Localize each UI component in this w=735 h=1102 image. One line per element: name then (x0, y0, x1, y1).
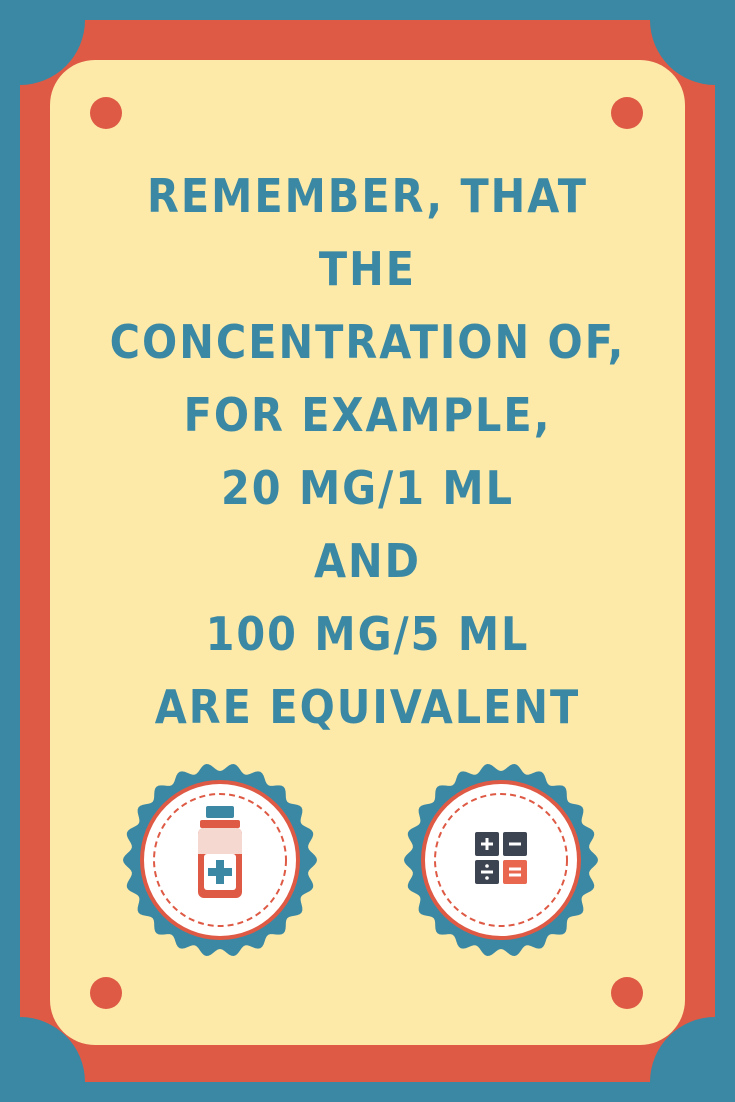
headline-line-5: 20 MG/1 ML (220, 461, 514, 515)
headline: REMEMBER, THAT THE CONCENTRATION OF, FOR… (70, 160, 665, 744)
headline-line-6: AND (313, 534, 422, 588)
corner-dot-bottom-right (611, 977, 643, 1009)
headline-line-3: CONCENTRATION OF, (109, 315, 626, 369)
seal-dashed-ring (434, 793, 568, 927)
headline-line-8: ARE EQUIVALENT (154, 680, 581, 734)
headline-line-7: 100 MG/5 ML (205, 607, 530, 661)
medicine-bottle-icon (198, 806, 242, 898)
corner-dot-top-left (90, 97, 122, 129)
seal-dashed-ring (153, 793, 287, 927)
corner-dot-top-right (611, 97, 643, 129)
headline-line-2: THE (318, 242, 417, 296)
calculator-badge (401, 760, 601, 960)
seal-white-disc (425, 784, 577, 936)
headline-line-1: REMEMBER, THAT (146, 169, 589, 223)
calculator-icon (475, 832, 527, 884)
corner-dot-bottom-left (90, 977, 122, 1009)
headline-line-4: FOR EXAMPLE, (183, 388, 552, 442)
medicine-badge (120, 760, 320, 960)
